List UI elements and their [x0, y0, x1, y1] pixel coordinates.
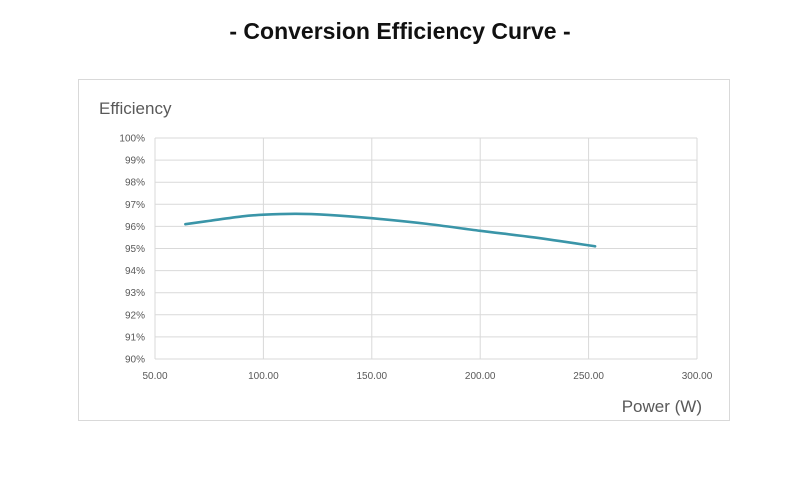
x-tick-label: 250.00	[573, 371, 604, 382]
x-axis-title: Power (W)	[622, 397, 702, 416]
chart-frame	[78, 79, 730, 421]
x-tick-label: 50.00	[142, 371, 167, 382]
y-tick-label: 91%	[125, 332, 145, 343]
y-tick-label: 93%	[125, 288, 145, 299]
x-tick-label: 150.00	[357, 371, 388, 382]
y-axis-ticks: 90% 91% 92% 93% 94% 95% 96% 97% 98% 99% 100%	[119, 134, 145, 366]
y-tick-label: 90%	[125, 355, 145, 366]
y-axis-title: Efficiency	[99, 99, 172, 118]
page-title: - Conversion Efficiency Curve -	[229, 18, 571, 44]
y-tick-label: 92%	[125, 310, 145, 321]
y-tick-label: 99%	[125, 156, 145, 167]
y-tick-label: 94%	[125, 266, 145, 277]
chart-series	[184, 212, 597, 248]
x-tick-label: 300.00	[682, 371, 713, 382]
y-tick-label: 95%	[125, 244, 145, 255]
chart-grid	[154, 137, 698, 360]
efficiency-series-line	[184, 212, 597, 248]
y-tick-label: 97%	[125, 200, 145, 211]
y-tick-label: 98%	[125, 178, 145, 189]
y-tick-label: 100%	[119, 134, 145, 145]
y-tick-label: 96%	[125, 222, 145, 233]
x-tick-label: 200.00	[465, 371, 496, 382]
x-tick-label: 100.00	[248, 371, 279, 382]
x-axis-ticks: 50.00 100.00 150.00 200.00 250.00 300.00	[142, 371, 712, 382]
